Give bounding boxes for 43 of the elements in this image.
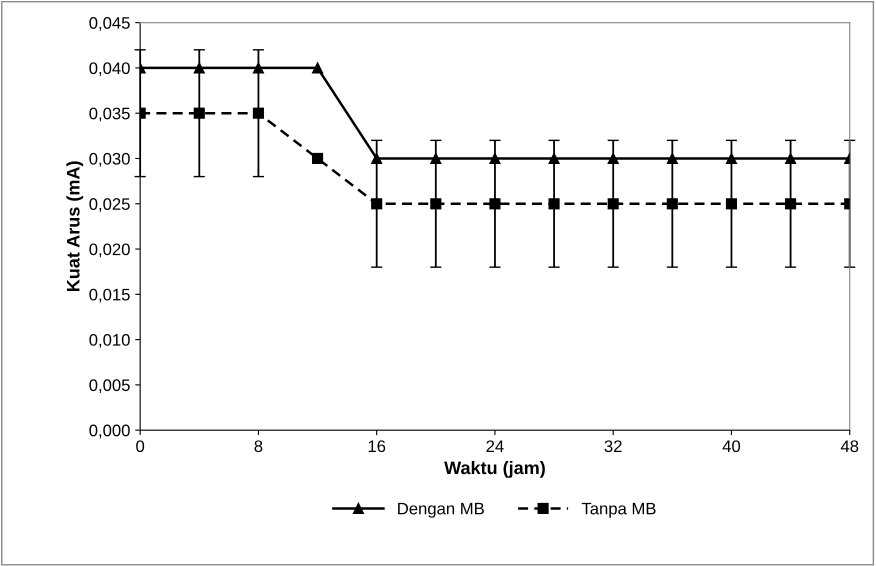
y-tick-label: 0,025 — [89, 198, 130, 212]
point — [194, 108, 205, 119]
y-tick-label: 0,000 — [89, 424, 130, 438]
point — [430, 152, 442, 164]
point — [666, 198, 678, 210]
x-tick-label: 24 — [486, 440, 504, 452]
point — [371, 152, 382, 164]
point — [666, 152, 678, 164]
y-tick-label: 0,035 — [89, 108, 130, 122]
point — [489, 152, 500, 164]
legend-label: Dengan MB — [398, 502, 484, 518]
y-tick-label: 0,030 — [89, 152, 130, 167]
x-tick-label: 32 — [604, 440, 622, 452]
point — [548, 198, 560, 210]
point — [312, 62, 324, 74]
point — [252, 108, 264, 119]
point — [785, 198, 796, 210]
y-tick-label: 0,005 — [89, 379, 130, 394]
y-tick-label: 0,020 — [89, 243, 130, 258]
point — [489, 198, 500, 210]
legend-label: Tanpa MB — [582, 502, 656, 518]
y-tick-label: 0,040 — [89, 62, 130, 76]
point — [312, 152, 324, 164]
x-tick-label: 48 — [840, 440, 858, 452]
point — [194, 62, 205, 74]
x-tick-label: 0 — [136, 440, 144, 452]
point — [548, 152, 560, 164]
point — [430, 198, 442, 210]
y-axis-title: Kuat Arus (mA) — [66, 161, 84, 292]
y-tick-label: 0,010 — [89, 334, 130, 348]
x-tick-label: 16 — [368, 440, 386, 452]
point — [371, 198, 382, 210]
point — [608, 198, 619, 210]
point — [608, 152, 619, 164]
x-tick-label: 40 — [722, 440, 740, 452]
y-tick-label: 0,015 — [89, 288, 130, 302]
point — [785, 152, 796, 164]
x-axis-title: Waktu (jam) — [444, 460, 545, 478]
point — [726, 198, 738, 210]
x-tick-label: 8 — [254, 440, 262, 452]
point — [252, 62, 264, 74]
point — [726, 152, 738, 164]
y-tick-label: 0,045 — [89, 17, 130, 31]
